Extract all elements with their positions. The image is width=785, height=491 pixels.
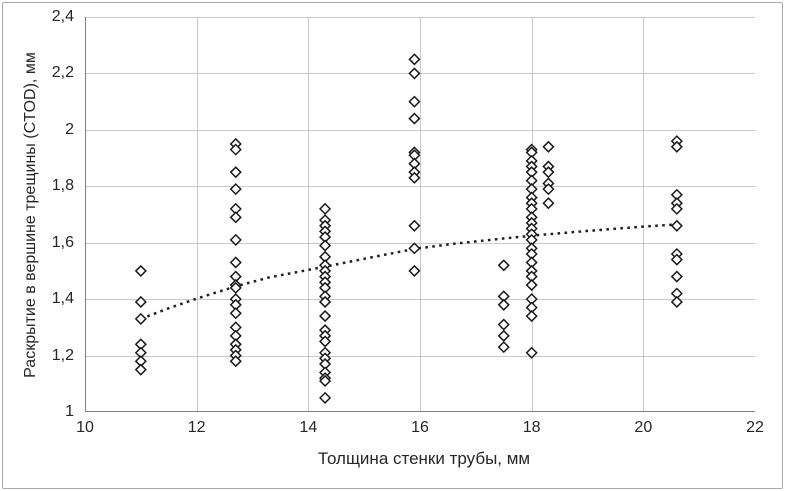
y-tick-label: 1,8 bbox=[51, 177, 74, 195]
data-point-diamond bbox=[408, 53, 421, 66]
y-tick-label: 2,4 bbox=[51, 8, 74, 25]
data-point-diamond bbox=[229, 233, 242, 246]
x-tick-label: 20 bbox=[634, 419, 653, 436]
data-point-diamond bbox=[408, 264, 421, 277]
data-point-diamond bbox=[229, 166, 242, 179]
plot-area bbox=[85, 17, 755, 412]
data-point-diamond bbox=[497, 298, 510, 311]
data-point-diamond bbox=[134, 363, 147, 376]
data-point-diamond bbox=[408, 242, 421, 255]
data-point-diamond bbox=[670, 253, 683, 266]
data-point-diamond bbox=[229, 256, 242, 269]
data-point-diamond bbox=[134, 312, 147, 325]
x-tick-label: 18 bbox=[522, 419, 541, 436]
data-point-diamond bbox=[525, 346, 538, 359]
x-tick-label: 14 bbox=[299, 419, 318, 436]
data-point-diamond bbox=[670, 202, 683, 215]
data-point-diamond bbox=[319, 239, 332, 252]
x-axis-title: Толщина стенки трубы, мм bbox=[317, 449, 531, 468]
data-point-diamond bbox=[229, 355, 242, 368]
data-point-diamond bbox=[542, 166, 555, 179]
data-point-diamond bbox=[408, 112, 421, 125]
data-point-diamond bbox=[319, 335, 332, 348]
data-point-diamond bbox=[319, 295, 332, 309]
data-point-diamond bbox=[408, 95, 421, 108]
data-point-diamond bbox=[670, 140, 683, 153]
y-tick-label: 1 bbox=[65, 403, 74, 420]
data-point-diamond bbox=[525, 310, 538, 323]
y-tick-label: 1,4 bbox=[51, 290, 74, 308]
data-point-diamond bbox=[319, 374, 332, 388]
data-point-diamond bbox=[542, 140, 555, 153]
data-point-diamond bbox=[229, 143, 242, 156]
data-point-diamond bbox=[134, 264, 147, 277]
data-point-diamond bbox=[319, 202, 332, 215]
data-point-diamond bbox=[497, 318, 510, 331]
y-tick-label: 1,2 bbox=[51, 346, 74, 364]
data-point-diamond bbox=[542, 183, 555, 196]
data-point-diamond bbox=[542, 197, 555, 210]
y-tick-label: 2,2 bbox=[51, 64, 74, 82]
data-point-diamond bbox=[497, 259, 510, 272]
data-point-diamond bbox=[229, 281, 242, 294]
data-point-diamond bbox=[229, 211, 242, 224]
data-point-diamond bbox=[497, 341, 510, 354]
data-point-diamond bbox=[229, 183, 242, 196]
x-tick-label: 12 bbox=[187, 419, 206, 436]
y-axis-title: Раскрытие в вершине трещины (CTOD), мм bbox=[22, 52, 39, 378]
data-point-diamond bbox=[319, 391, 332, 404]
x-tick-label: 22 bbox=[746, 419, 764, 436]
y-tick-label: 1,6 bbox=[51, 233, 74, 251]
data-point-diamond bbox=[670, 270, 683, 283]
y-tick-label: 2 bbox=[65, 120, 74, 138]
data-point-diamond bbox=[670, 295, 683, 309]
x-tick-label: 10 bbox=[76, 419, 94, 436]
data-point-diamond bbox=[408, 219, 421, 232]
data-point-diamond bbox=[408, 171, 421, 184]
data-point-diamond bbox=[525, 278, 538, 292]
data-point-diamond bbox=[229, 307, 242, 320]
data-point-diamond bbox=[134, 295, 147, 309]
data-point-diamond bbox=[497, 329, 510, 342]
data-point-diamond bbox=[670, 219, 683, 232]
data-point-diamond bbox=[319, 310, 332, 323]
trend-line bbox=[140, 223, 677, 321]
x-tick-label: 16 bbox=[411, 419, 429, 436]
data-point-diamond bbox=[408, 67, 421, 80]
